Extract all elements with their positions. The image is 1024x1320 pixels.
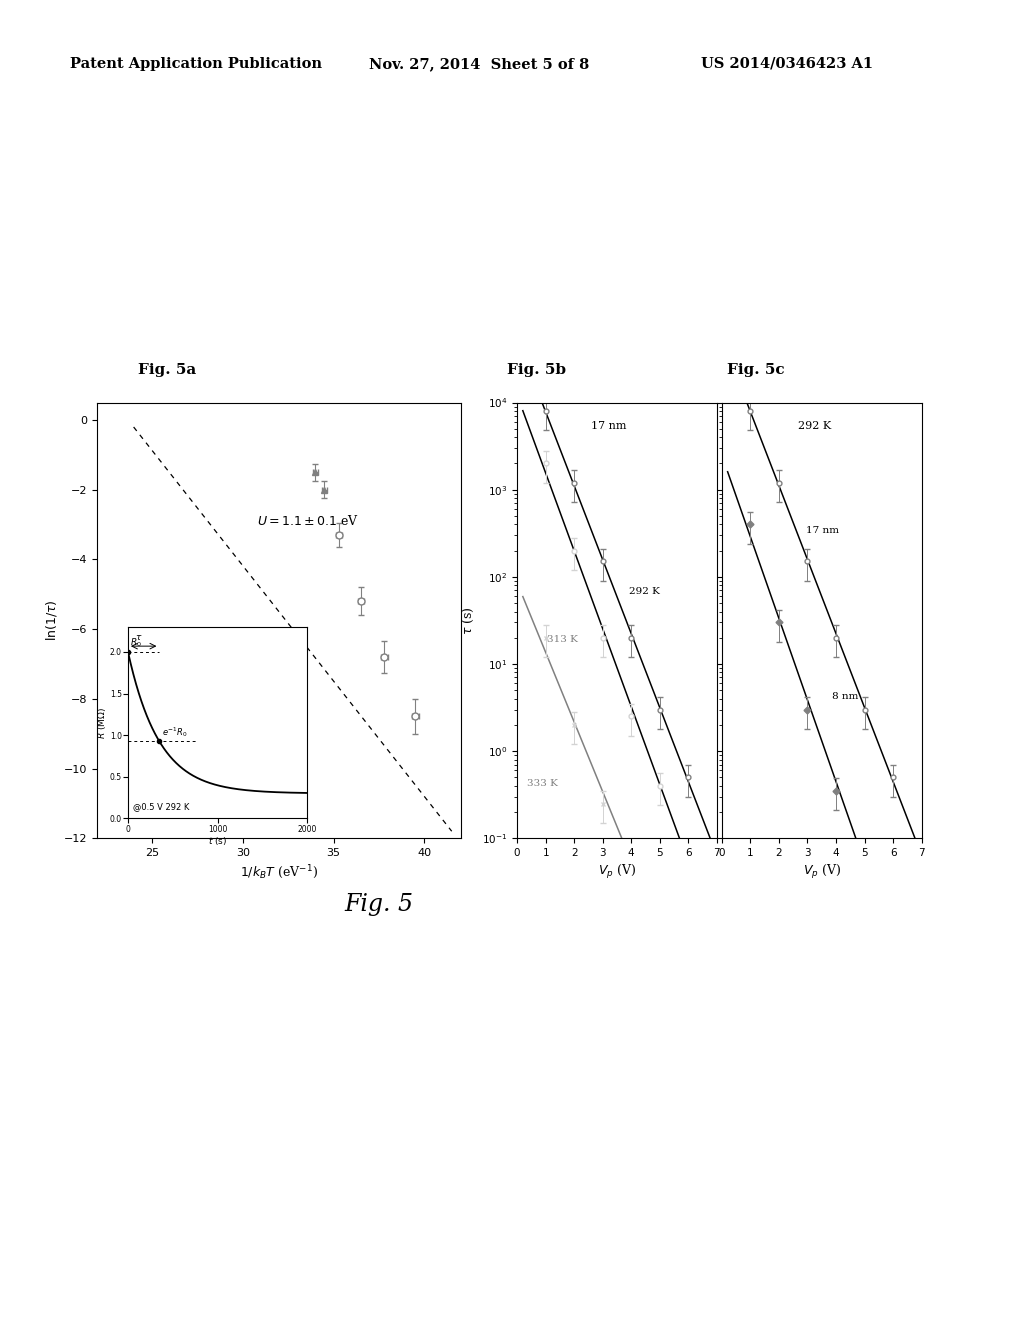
Text: 292 K: 292 K — [629, 587, 659, 597]
Y-axis label: $\tau$ (s): $\tau$ (s) — [462, 606, 476, 635]
Text: 17 nm: 17 nm — [806, 527, 839, 536]
Text: $e^{-1}R_0$: $e^{-1}R_0$ — [162, 725, 187, 739]
Y-axis label: $R$ (M$\Omega$): $R$ (M$\Omega$) — [96, 706, 109, 739]
Text: Fig. 5b: Fig. 5b — [507, 363, 566, 376]
Text: @0.5 V 292 K: @0.5 V 292 K — [133, 801, 189, 810]
Text: Fig. 5: Fig. 5 — [344, 892, 414, 916]
Text: US 2014/0346423 A1: US 2014/0346423 A1 — [701, 57, 873, 71]
Y-axis label: $\ln(1/\tau)$: $\ln(1/\tau)$ — [43, 599, 58, 642]
Text: Patent Application Publication: Patent Application Publication — [70, 57, 322, 71]
Text: Fig. 5a: Fig. 5a — [138, 363, 197, 376]
Text: 8 nm: 8 nm — [831, 692, 858, 701]
Text: $R_0$: $R_0$ — [130, 636, 141, 649]
Text: $\tau$: $\tau$ — [135, 634, 143, 643]
Text: Fig. 5c: Fig. 5c — [727, 363, 784, 376]
Text: 313 K: 313 K — [547, 635, 578, 644]
X-axis label: $1/k_BT$ (eV$^{-1}$): $1/k_BT$ (eV$^{-1}$) — [240, 863, 318, 882]
Text: 17 nm: 17 nm — [592, 421, 627, 430]
Text: 292 K: 292 K — [799, 421, 831, 430]
X-axis label: $V_p$ (V): $V_p$ (V) — [803, 863, 841, 882]
X-axis label: $t$ (s): $t$ (s) — [208, 836, 227, 847]
X-axis label: $V_p$ (V): $V_p$ (V) — [598, 863, 636, 882]
Text: Nov. 27, 2014  Sheet 5 of 8: Nov. 27, 2014 Sheet 5 of 8 — [369, 57, 589, 71]
Text: 333 K: 333 K — [527, 779, 558, 788]
Text: $U = 1.1\pm0.1$ eV: $U = 1.1\pm0.1$ eV — [257, 513, 359, 528]
